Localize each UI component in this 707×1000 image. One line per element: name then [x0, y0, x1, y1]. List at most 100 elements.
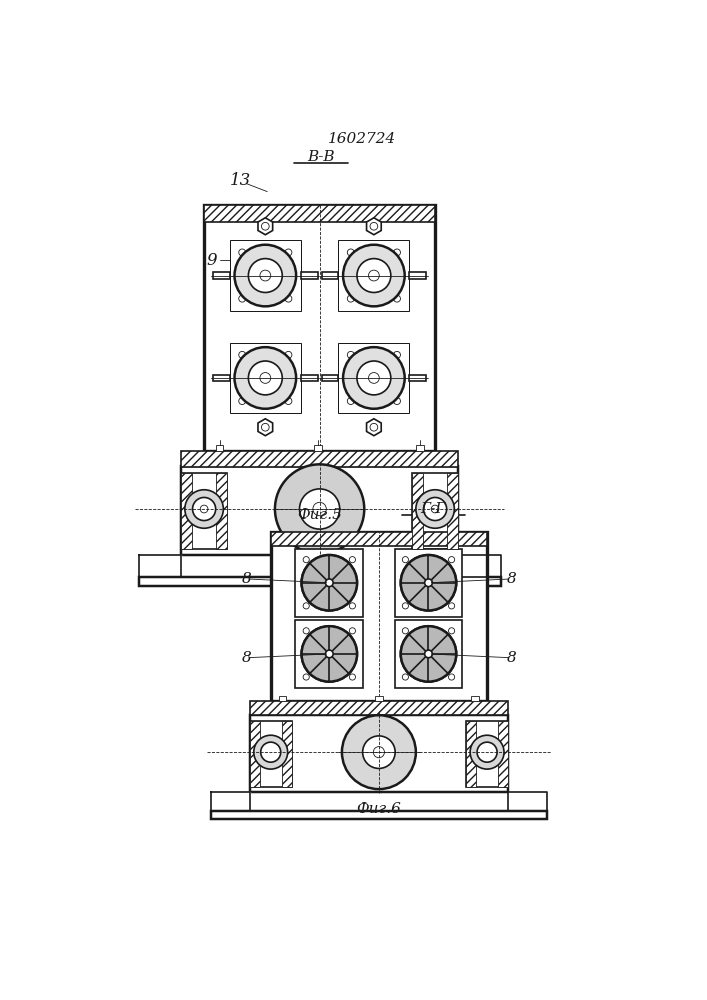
Circle shape — [239, 351, 246, 358]
Wedge shape — [401, 634, 428, 674]
Bar — [322, 272, 339, 279]
Bar — [395, 620, 462, 688]
Wedge shape — [409, 626, 448, 654]
Bar — [181, 473, 227, 549]
Circle shape — [357, 361, 391, 395]
Circle shape — [477, 742, 497, 762]
Circle shape — [349, 603, 356, 609]
Circle shape — [313, 502, 327, 516]
Text: 8: 8 — [506, 651, 516, 665]
Circle shape — [285, 249, 292, 256]
Circle shape — [285, 295, 292, 302]
Bar — [181, 473, 192, 549]
Circle shape — [239, 398, 246, 405]
Bar — [211, 811, 547, 819]
Circle shape — [239, 295, 246, 302]
Bar — [216, 445, 223, 451]
Text: Фиг.6: Фиг.6 — [356, 802, 402, 816]
Circle shape — [254, 735, 288, 769]
Polygon shape — [508, 792, 547, 811]
Bar — [271, 532, 486, 701]
Bar — [230, 343, 300, 413]
Circle shape — [423, 497, 447, 521]
Circle shape — [402, 674, 409, 680]
Bar — [181, 466, 458, 555]
Wedge shape — [428, 634, 456, 674]
Bar — [250, 701, 508, 715]
Circle shape — [325, 650, 333, 658]
Circle shape — [303, 674, 309, 680]
Bar — [204, 205, 435, 451]
Circle shape — [248, 361, 282, 395]
Text: 9: 9 — [206, 252, 217, 269]
Circle shape — [260, 373, 271, 383]
Bar — [466, 721, 508, 787]
Text: 13: 13 — [230, 172, 251, 189]
Bar — [409, 375, 426, 381]
Circle shape — [261, 742, 281, 762]
Circle shape — [347, 295, 354, 302]
Circle shape — [448, 674, 455, 680]
Bar — [498, 721, 508, 787]
Bar — [230, 240, 300, 311]
Circle shape — [394, 351, 400, 358]
Bar — [300, 272, 317, 279]
Circle shape — [370, 222, 378, 230]
Wedge shape — [428, 563, 456, 602]
Polygon shape — [458, 555, 501, 577]
Bar — [339, 240, 409, 311]
Circle shape — [368, 373, 379, 383]
Polygon shape — [366, 218, 381, 235]
Circle shape — [302, 626, 357, 682]
Bar — [250, 721, 292, 787]
Circle shape — [402, 557, 409, 563]
Text: 1602724: 1602724 — [328, 132, 396, 146]
Polygon shape — [211, 792, 250, 811]
Bar — [448, 473, 458, 549]
Bar — [375, 696, 382, 701]
Bar — [300, 375, 317, 381]
Circle shape — [285, 398, 292, 405]
Circle shape — [325, 579, 333, 587]
Bar — [409, 272, 426, 279]
Circle shape — [347, 398, 354, 405]
Polygon shape — [258, 218, 273, 235]
Circle shape — [425, 579, 433, 587]
Circle shape — [448, 628, 455, 634]
Circle shape — [401, 626, 456, 682]
Bar — [296, 549, 363, 617]
Wedge shape — [329, 563, 357, 602]
Circle shape — [303, 603, 309, 609]
Circle shape — [363, 736, 395, 768]
Circle shape — [402, 628, 409, 634]
Polygon shape — [139, 555, 181, 577]
Bar — [282, 721, 292, 787]
Text: В-В: В-В — [308, 150, 335, 164]
Circle shape — [373, 747, 385, 758]
Text: Г-Г: Г-Г — [420, 502, 445, 516]
Circle shape — [349, 557, 356, 563]
Bar — [250, 721, 259, 787]
Circle shape — [343, 245, 404, 306]
Circle shape — [260, 270, 271, 281]
Circle shape — [262, 423, 269, 431]
Bar — [204, 205, 435, 222]
Wedge shape — [310, 626, 349, 654]
Wedge shape — [329, 634, 357, 674]
Circle shape — [262, 222, 269, 230]
Bar — [181, 451, 458, 466]
Circle shape — [347, 249, 354, 256]
Circle shape — [343, 347, 404, 409]
Circle shape — [357, 259, 391, 292]
Bar — [322, 375, 339, 381]
Wedge shape — [302, 563, 329, 602]
Bar — [296, 620, 363, 688]
Bar — [216, 473, 227, 549]
Circle shape — [370, 423, 378, 431]
Wedge shape — [401, 563, 428, 602]
Text: 8: 8 — [242, 651, 251, 665]
Circle shape — [185, 490, 223, 528]
Circle shape — [347, 351, 354, 358]
Circle shape — [448, 603, 455, 609]
Text: Фиг.5: Фиг.5 — [297, 508, 342, 522]
